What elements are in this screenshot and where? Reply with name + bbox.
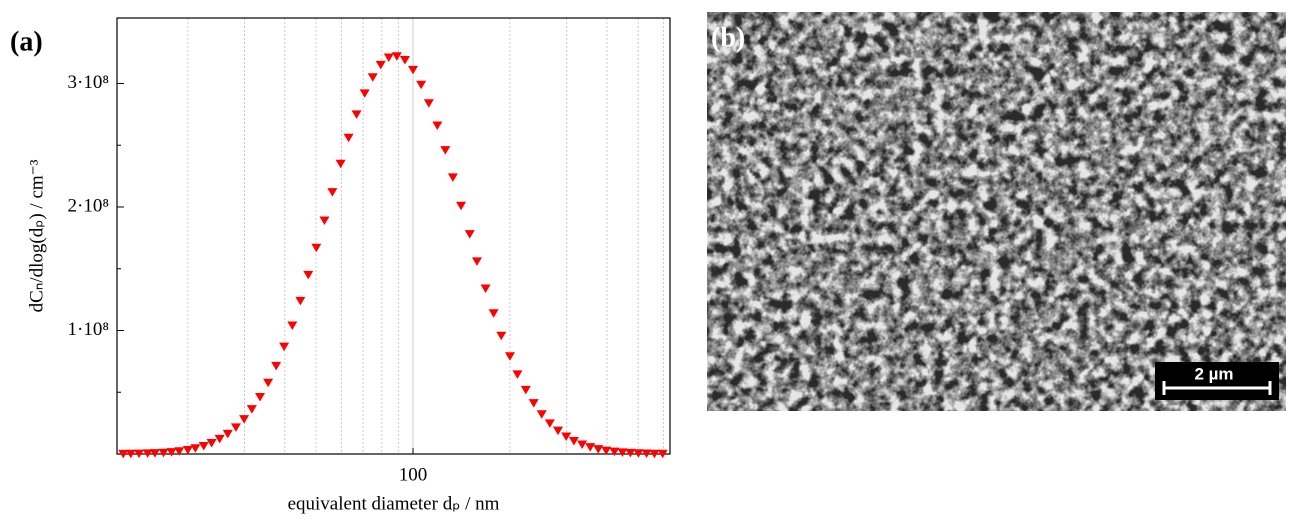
marker (423, 99, 434, 108)
marker (311, 243, 322, 253)
marker (561, 432, 572, 441)
marker (601, 446, 612, 456)
marker (271, 361, 282, 371)
marker (593, 445, 604, 454)
marker (125, 449, 136, 459)
marker (246, 405, 257, 414)
plot-frame (116, 17, 671, 455)
marker (182, 445, 193, 455)
marker (295, 296, 306, 306)
marker (287, 321, 298, 331)
plot-area: 100 1·10⁸ 2·10⁸ 3·10⁸ equivalent diameter dₚ… (26, 17, 671, 514)
marker (367, 73, 378, 82)
marker (149, 449, 160, 458)
marker (625, 448, 636, 458)
y-axis-label: dCₙ/dlog(dₚ) / cm⁻³ (26, 159, 47, 312)
scale-bar-label: 2 µm (1194, 364, 1233, 383)
marker (568, 437, 579, 446)
marker (222, 429, 233, 439)
marker (383, 53, 394, 63)
marker (641, 449, 652, 459)
marker (496, 331, 507, 341)
marker (528, 399, 539, 408)
marker (633, 449, 644, 458)
marker (617, 448, 628, 457)
marker (471, 257, 482, 266)
marker (504, 352, 515, 361)
marker (649, 449, 660, 459)
marker (407, 65, 418, 75)
marker (327, 188, 338, 197)
marker (343, 133, 354, 143)
marker (118, 449, 129, 459)
marker (480, 284, 491, 293)
y-tick-label: 3·10⁸ (68, 72, 109, 93)
marker (319, 216, 330, 226)
marker (520, 385, 531, 395)
marker (657, 449, 668, 459)
marker (577, 440, 588, 450)
marker (456, 201, 467, 211)
marker (198, 442, 209, 451)
marker (142, 449, 153, 458)
panel-label: (b) (711, 22, 745, 53)
marker (544, 419, 555, 428)
y-tick-label: 2·10⁸ (68, 195, 109, 216)
marker (512, 370, 523, 379)
marker (166, 448, 177, 457)
marker (351, 110, 362, 119)
marker (279, 342, 290, 352)
sem-image (707, 12, 1286, 411)
marker (440, 146, 451, 155)
scale-bar-box (1155, 362, 1279, 400)
y-tick-label: 1·10⁸ (68, 319, 109, 340)
marker (158, 448, 169, 458)
marker (488, 309, 499, 318)
x-tick-label: 100 (399, 464, 428, 485)
marker (416, 80, 427, 90)
marker (206, 438, 217, 448)
x-axis-label: equivalent diameter dₚ / nm (288, 493, 500, 514)
marker (133, 449, 144, 459)
marker (432, 121, 443, 130)
marker (391, 52, 402, 61)
marker (464, 230, 475, 239)
marker (255, 393, 266, 402)
marker (359, 89, 370, 98)
marker (585, 443, 596, 452)
panel-label: (a) (10, 26, 43, 57)
marker (553, 426, 564, 436)
marker (375, 60, 386, 70)
marker (303, 270, 314, 280)
marker (335, 159, 346, 169)
marker (447, 173, 458, 182)
marker (609, 447, 620, 457)
marker (239, 415, 250, 424)
marker (230, 423, 241, 432)
marker (190, 444, 201, 453)
marker (536, 410, 547, 419)
marker (214, 434, 225, 444)
marker (174, 447, 185, 456)
marker (263, 378, 274, 388)
marker (399, 55, 410, 65)
